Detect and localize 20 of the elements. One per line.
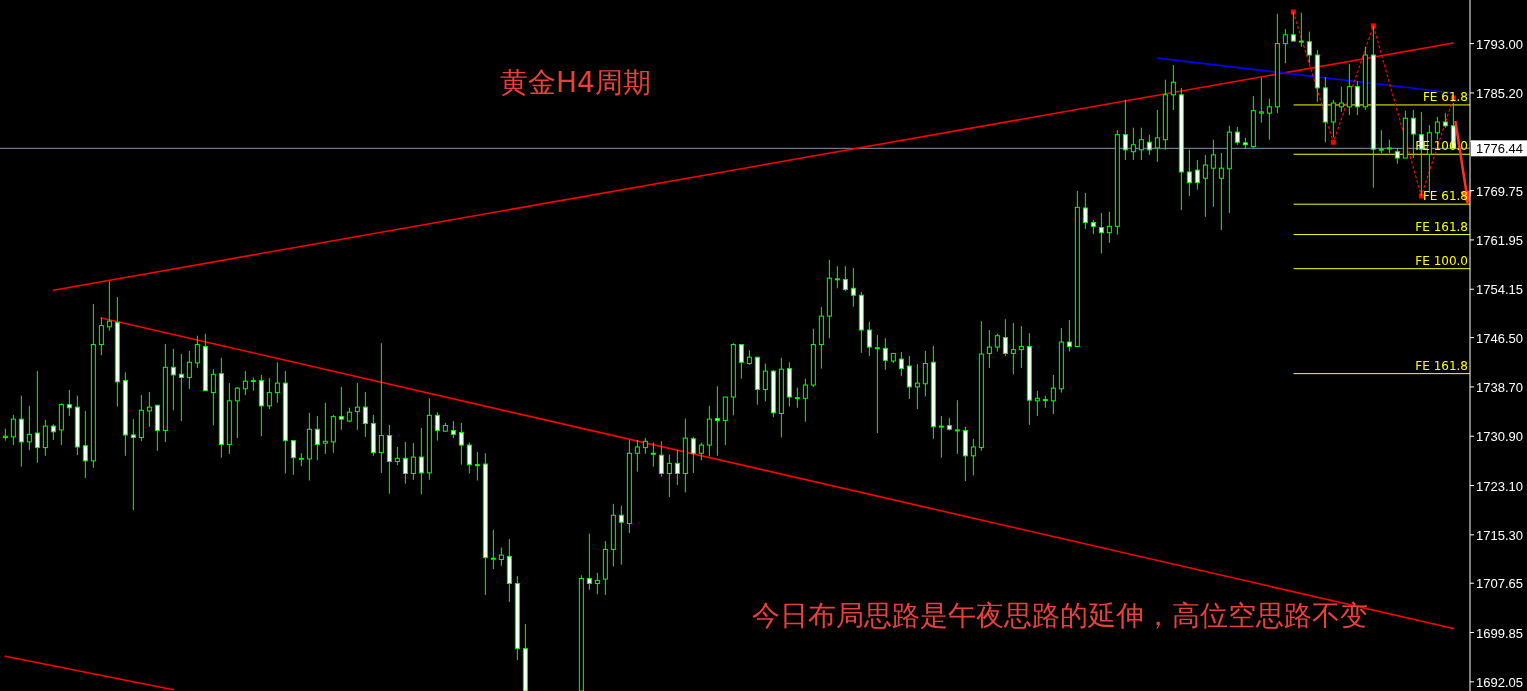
y-tick-label: 1692.05 (1476, 674, 1523, 690)
y-tick-label: 1707.65 (1476, 576, 1523, 592)
y-tick-label: 1761.95 (1476, 232, 1523, 248)
y-tick-label: 1769.75 (1476, 183, 1523, 199)
y-tick-label: 1730.90 (1476, 429, 1523, 445)
y-tick-label: 1738.70 (1476, 379, 1523, 395)
y-tick-label: 1746.50 (1476, 330, 1523, 346)
ref-line-label: 1776.44 (1476, 141, 1523, 157)
y-tick-label: 1715.30 (1476, 527, 1523, 543)
y-tick-label: 1723.10 (1476, 478, 1523, 494)
ref-line-label: FE 61.8 (1422, 89, 1468, 104)
ref-line-label: FE 100.0 (1415, 253, 1468, 268)
ref-line-label: FE 161.8 (1415, 358, 1468, 373)
y-tick-label: 1793.00 (1476, 36, 1523, 52)
annotation: 今日布局思路是午夜思路的延伸，高位空思路不变 (752, 599, 1368, 632)
ref-line-label: FE 161.8 (1415, 219, 1468, 234)
text: 黄金H4周期 (500, 66, 651, 99)
y-tick-label: 1785.20 (1476, 85, 1523, 101)
y-tick-label: 1754.15 (1476, 282, 1523, 298)
y-tick-label: 1699.85 (1476, 625, 1523, 641)
